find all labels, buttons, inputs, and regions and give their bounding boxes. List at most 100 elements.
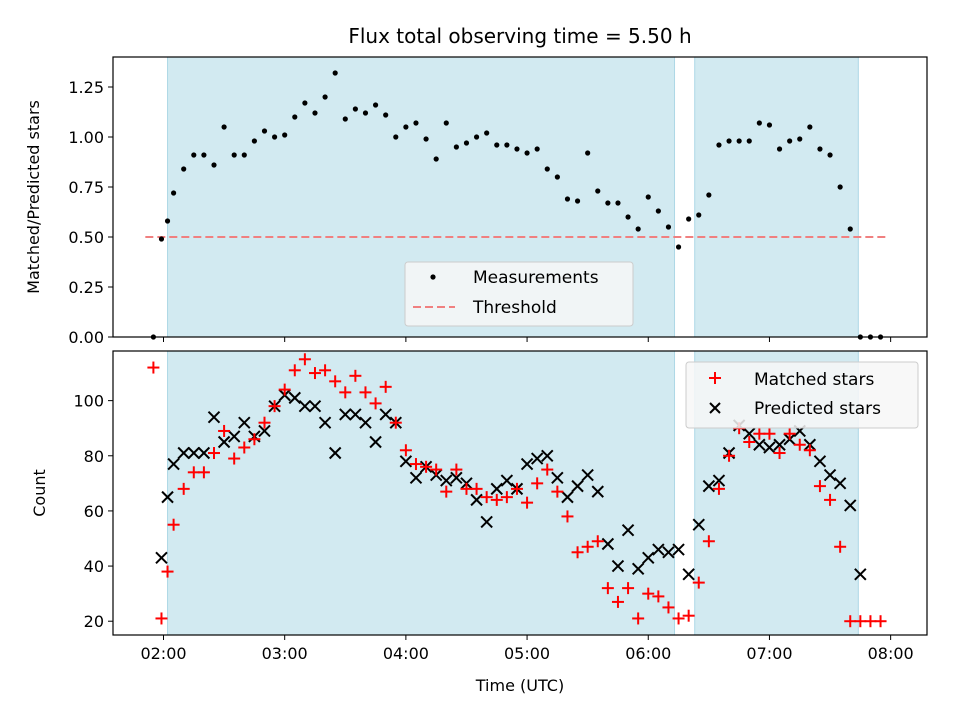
measurement-point [484, 130, 490, 136]
matched-star-point [329, 375, 342, 388]
matched-star-point [793, 438, 806, 451]
bottom-legend-box [685, 361, 919, 429]
predicted-star-point [561, 490, 574, 504]
matched-star-point [864, 615, 877, 628]
bottom-y-tick-label: 60 [84, 502, 104, 521]
matched-star-point [500, 491, 513, 504]
predicted-star-point [844, 499, 857, 512]
bottom-y-tick-label: 20 [84, 612, 104, 631]
measurement-point [756, 120, 762, 126]
measurement-point [282, 132, 288, 138]
matched-star-point [430, 463, 443, 476]
matched-star-point [813, 480, 826, 493]
predicted-star-point [763, 441, 776, 454]
measurement-point [241, 152, 247, 158]
measurement-point [332, 70, 338, 76]
measurement-point [746, 138, 752, 144]
top-y-tick-label: 0.50 [68, 228, 104, 247]
predicted-star-point [288, 391, 301, 405]
measurement-point [352, 106, 358, 112]
matched-star-point [278, 383, 291, 396]
measurement-point [221, 124, 227, 130]
measurement-point [716, 142, 722, 148]
matched-star-point [551, 485, 564, 498]
measurement-point [564, 196, 571, 202]
top-y-tick-label: 1.25 [68, 78, 104, 97]
measurement-point [766, 122, 773, 128]
measurement-point [736, 138, 742, 144]
predicted-star-point [308, 399, 322, 413]
matched-star-point [308, 367, 321, 380]
measurement-point [201, 152, 207, 158]
measurement-point [706, 192, 712, 198]
bottom-x-tick-label: 06:00 [625, 644, 671, 663]
top-axes-frame [112, 56, 928, 338]
matched-star-point [187, 466, 200, 479]
measurement-point [403, 124, 409, 130]
matched-star-point [803, 444, 816, 457]
measurement-point [312, 110, 318, 116]
measurement-point [595, 188, 601, 194]
predicted-star-point [672, 543, 685, 556]
measurement-point [473, 134, 480, 140]
top-y-tick-label: 0.25 [68, 278, 104, 297]
predicted-star-point [379, 408, 392, 421]
bottom-x-tick-label: 02:00 [140, 644, 186, 663]
predicted-star-point [440, 474, 453, 487]
matched-star-point [763, 427, 776, 440]
predicted-star-point [450, 471, 463, 485]
predicted-star-point [177, 446, 190, 460]
matched-star-point [632, 612, 645, 625]
measurement-point [494, 142, 500, 148]
matched-star-point [773, 447, 786, 460]
matched-star-point [581, 540, 594, 553]
matched-star-point [712, 482, 725, 495]
bottom-x-tick-label: 07:00 [746, 644, 792, 663]
predicted-star-point [551, 471, 564, 485]
matched-star-point [197, 466, 210, 479]
matched-star-point [672, 612, 685, 625]
bottom-x-ticks: 02:00 03:00 04:00 05:00 06:00 07:00 08:00 [140, 635, 914, 663]
predicted-star-point [399, 455, 413, 468]
predicted-star-point [197, 446, 211, 460]
bottom-shaded-interval-1 [167, 350, 676, 636]
predicted-star-point [520, 457, 534, 471]
predicted-star-point [298, 399, 312, 413]
legend-threshold-label: Threshold [472, 298, 557, 318]
predicted-star-point [530, 452, 544, 465]
matched-star-point [319, 364, 332, 377]
bottom-y-tick-label: 80 [84, 447, 104, 466]
predicted-star-point [409, 471, 423, 485]
predicted-star-point [581, 468, 594, 482]
predicted-star-point [359, 416, 372, 429]
bottom-y-label: Count [30, 469, 49, 517]
predicted-star-point [227, 430, 241, 443]
bottom-x-tick-label: 08:00 [868, 644, 914, 663]
bottom-x-tick-label: 05:00 [504, 644, 550, 663]
predicted-star-point [652, 543, 665, 556]
measurement-point [372, 102, 379, 108]
measurement-point [787, 138, 793, 144]
bottom-data [147, 353, 887, 628]
matched-star-point [155, 612, 168, 625]
measurement-point [164, 218, 171, 224]
matched-star-point [854, 615, 867, 628]
matched-star-point [743, 435, 756, 448]
matched-star-point [723, 449, 736, 462]
predicted-star-point [702, 479, 716, 493]
measurement-point [261, 128, 268, 134]
predicted-star-point [611, 559, 625, 573]
predicted-star-point [258, 424, 271, 438]
measurement-point [423, 136, 429, 142]
measurement-point [342, 116, 348, 122]
matched-star-point [490, 493, 503, 506]
legend-measurements-marker [430, 274, 436, 280]
bottom-x-tick-label: 03:00 [262, 644, 308, 663]
top-y-ticks: 0.00 0.25 0.50 0.75 1.00 1.25 [68, 78, 113, 347]
predicted-star-point [217, 435, 231, 449]
matched-star-point [258, 416, 271, 429]
matched-star-point [844, 615, 857, 628]
matched-star-point [702, 535, 715, 548]
measurement-point [655, 208, 661, 214]
